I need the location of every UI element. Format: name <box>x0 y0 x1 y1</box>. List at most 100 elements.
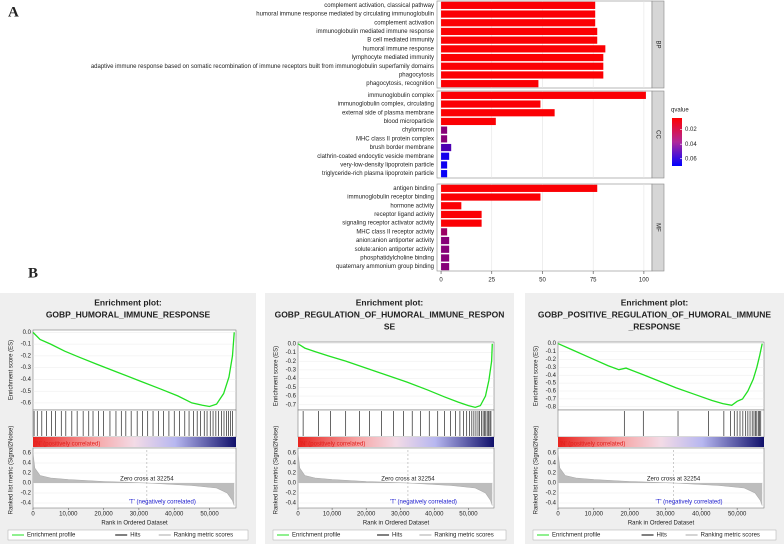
x-tick-label: 50,000 <box>200 512 219 518</box>
x-tick-label: 50,000 <box>459 512 478 518</box>
bar <box>441 245 450 253</box>
category-label: MHC class II protein complex <box>356 136 434 142</box>
rank-colorbar <box>298 437 494 447</box>
category-label: immunoglobulin receptor binding <box>347 195 434 201</box>
legend-label: Hits <box>130 533 140 539</box>
legend-label: Ranking metric scores <box>701 533 760 539</box>
x-tick-label: 40,000 <box>692 512 711 518</box>
category-label: solute:anion antiporter activity <box>355 247 434 253</box>
category-label: hormone activity <box>390 203 434 209</box>
category-label: very-low-density lipoprotein particle <box>340 163 434 169</box>
x-tick-label: 75 <box>590 278 597 284</box>
bar <box>441 170 448 178</box>
category-label: MHC class II receptor activity <box>356 229 434 235</box>
plot-title: _RESPONSE <box>628 321 681 331</box>
x-tick-label: 30,000 <box>391 512 410 518</box>
y-tick-label: -0.8 <box>546 404 557 410</box>
colorbar-tick-label: 0.04 <box>685 142 697 148</box>
enrichment-profile <box>32 331 235 408</box>
x-tick-label: 40,000 <box>425 512 444 518</box>
x-tick-label: 0 <box>556 512 560 518</box>
bar <box>441 152 450 160</box>
bar <box>441 228 448 236</box>
bar <box>441 126 448 134</box>
category-label: clathrin-coated endocytic vesicle membra… <box>317 154 434 160</box>
rank-colorbar <box>33 437 236 447</box>
negative-label: 'T' (negatively correlated) <box>129 500 196 506</box>
rank-panel <box>557 447 765 509</box>
facet-strip <box>651 0 665 89</box>
y-axis-label: Enrichment score (ES) <box>274 346 280 406</box>
legend-label: Enrichment profile <box>552 533 601 539</box>
category-label: immunoglobulin complex <box>368 93 434 99</box>
category-label: complement activation <box>374 20 434 26</box>
legend-label: Enrichment profile <box>27 533 76 539</box>
positive-label: 'N' (positively correlated) <box>35 442 100 448</box>
rank-panel <box>297 447 495 509</box>
x-tick-label: 100 <box>639 278 650 284</box>
y-tick-label: -0.5 <box>546 381 557 387</box>
legend-box <box>272 529 507 541</box>
plot-title: Enrichment plot: <box>621 297 689 307</box>
negative-label: 'T' (negatively correlated) <box>656 500 723 506</box>
category-label: phagocytosis <box>399 73 434 79</box>
facet-label: BP <box>654 40 660 48</box>
y-axis-label: Enrichment score (ES) <box>534 346 540 406</box>
y-tick-label: -0.4 <box>546 373 557 379</box>
y-tick-label: -0.5 <box>21 389 32 395</box>
es-panel <box>297 341 495 411</box>
negative-label: 'T' (negatively correlated) <box>390 500 457 506</box>
y-tick-label: -0.2 <box>546 357 557 363</box>
bar <box>441 219 482 227</box>
zero-cross-label: Zero cross at 32254 <box>647 477 701 483</box>
x-tick-label: 20,000 <box>94 512 113 518</box>
bar <box>441 143 452 152</box>
x-axis-label: Rank in Ordered Dataset <box>363 521 430 527</box>
category-label: quaternary ammonium group binding <box>336 264 434 270</box>
x-tick-label: 50 <box>539 278 546 284</box>
facet-strip <box>651 183 665 272</box>
category-label: brush border membrane <box>370 145 435 151</box>
y-tick-label: -0.3 <box>21 365 32 371</box>
y-tick-label: -0.2 <box>21 491 32 497</box>
x-tick-label: 10,000 <box>323 512 342 518</box>
y-tick-label: 0.6 <box>288 451 297 457</box>
y-tick-label: 0.4 <box>23 461 32 467</box>
y-axis-label: Ranked list metric (Signal2Noise) <box>274 426 280 515</box>
bar <box>441 62 604 70</box>
category-label: antigen binding <box>393 186 434 192</box>
plot-title: Enrichment plot: <box>356 297 424 307</box>
x-axis-label: Rank in Ordered Dataset <box>101 521 168 527</box>
positive-label: 'N' (positively correlated) <box>560 442 625 448</box>
enrichment-profile <box>557 342 763 406</box>
y-tick-label: -0.6 <box>21 401 32 407</box>
facet-strip <box>651 90 665 179</box>
legend-label: Hits <box>392 533 402 539</box>
y-tick-label: -0.2 <box>286 491 297 497</box>
colorbar-tick-label: 0.02 <box>685 127 697 133</box>
plot-title: SE <box>384 321 396 331</box>
bar <box>441 210 482 219</box>
y-tick-label: -0.4 <box>21 501 32 507</box>
category-label: humoral immune response <box>363 46 435 52</box>
hits-panel <box>297 409 495 438</box>
category-label: immunoglobulin complex, circulating <box>338 102 434 108</box>
x-tick-label: 25 <box>488 278 495 284</box>
y-tick-label: -0.2 <box>286 359 297 365</box>
colorbar <box>672 118 682 166</box>
positive-label: 'N' (positively correlated) <box>300 442 365 448</box>
bar <box>441 80 539 88</box>
y-tick-label: -0.1 <box>21 342 32 348</box>
plot-title: GOBP_POSITIVE_REGULATION_OF_HUMORAL_IMMU… <box>538 309 771 319</box>
category-label: adaptive immune response based on somati… <box>91 64 434 70</box>
category-label: external side of plasma membrane <box>342 110 435 116</box>
bar <box>441 184 598 192</box>
x-tick-label: 30,000 <box>656 512 675 518</box>
category-label: phagocytosis, recognition <box>366 81 434 87</box>
y-tick-label: -0.6 <box>546 389 557 395</box>
bar <box>441 254 450 262</box>
x-tick-label: 20,000 <box>357 512 376 518</box>
plot-title: GOBP_HUMORAL_IMMUNE_RESPONSE <box>46 309 211 319</box>
category-label: chylomicron <box>402 128 434 134</box>
